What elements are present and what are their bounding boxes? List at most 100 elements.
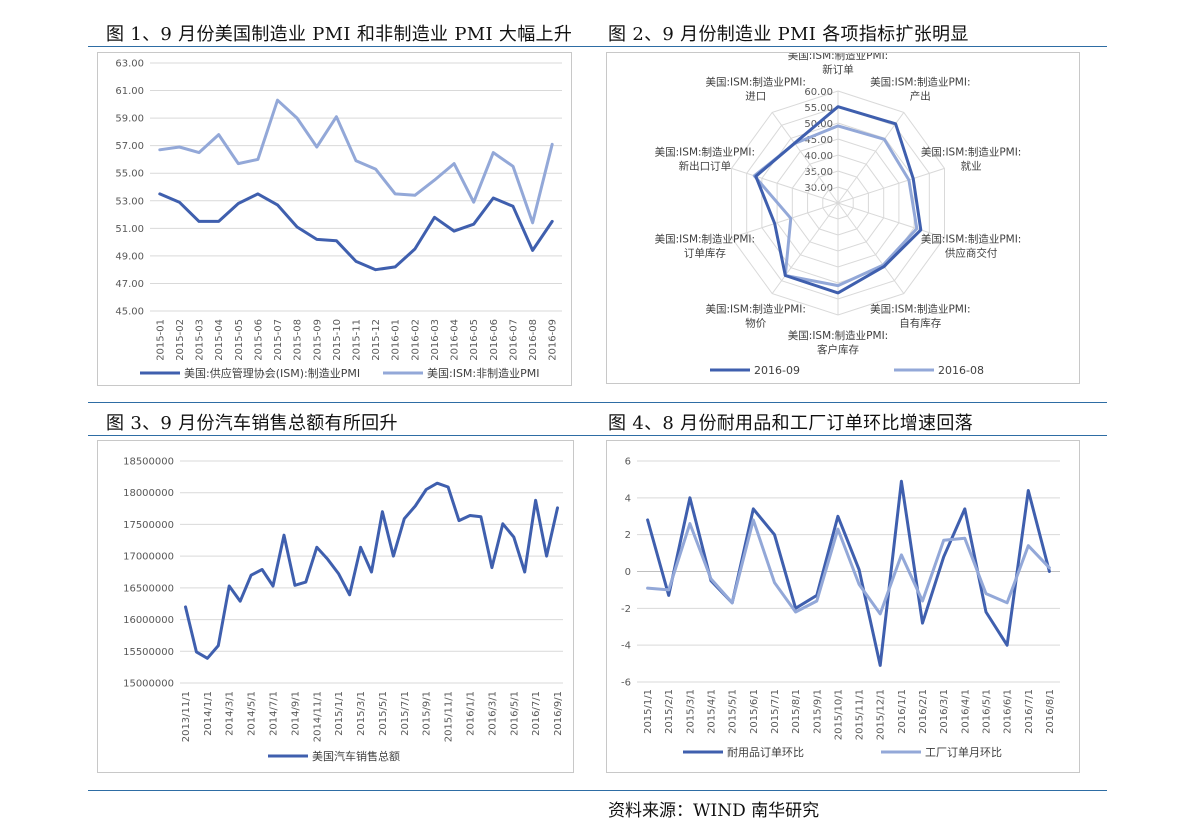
y-tick-label: 15500000 <box>123 647 174 658</box>
x-tick-label: 2016/2/1 <box>918 689 929 734</box>
y-tick-label: 51.00 <box>115 224 144 235</box>
radar-axis-label: 订单库存 <box>684 246 726 259</box>
radar-tick-label: 40.00 <box>804 151 833 162</box>
x-tick-label: 2015/1/1 <box>334 691 345 736</box>
radar-spoke <box>771 202 839 294</box>
radar-axis-label: 美国:ISM:制造业PMI: <box>705 302 805 315</box>
x-tick-label: 2015-02 <box>175 319 186 361</box>
x-tick-label: 2015/5/1 <box>728 689 739 734</box>
radar-axis-label: 美国:ISM:制造业PMI: <box>655 232 755 245</box>
x-tick-label: 2016/1/1 <box>897 689 908 734</box>
x-tick-label: 2014/7/1 <box>269 691 280 736</box>
y-tick-label: 49.00 <box>115 251 144 262</box>
radar-spoke <box>731 167 839 204</box>
y-tick-label: 17500000 <box>123 520 174 531</box>
x-tick-label: 2016/4/1 <box>960 689 971 734</box>
radar-axis-label: 进口 <box>745 91 766 103</box>
title-divider-mid <box>88 435 1107 436</box>
figure-3-title: 图 3、9 月份汽车销售总额有所回升 <box>106 413 398 434</box>
x-tick-label: 2016/7/1 <box>531 691 542 736</box>
x-tick-label: 2015/7/1 <box>400 691 411 736</box>
y-tick-label: 16500000 <box>123 583 174 594</box>
radar-axis-label: 客户库存 <box>817 343 859 356</box>
x-tick-label: 2015-03 <box>195 319 206 361</box>
x-tick-label: 2015-07 <box>273 319 284 361</box>
y-tick-label: -4 <box>621 641 631 652</box>
y-tick-label: 45.00 <box>115 307 144 318</box>
x-tick-label: 2015-09 <box>312 319 323 361</box>
y-tick-label: 63.00 <box>115 59 144 70</box>
figure-4-title: 图 4、8 月份耐用品和工厂订单环比增速回落 <box>608 413 973 434</box>
y-tick-label: 6 <box>625 457 631 468</box>
x-tick-label: 2015-12 <box>371 319 382 361</box>
source-divider <box>88 790 1107 791</box>
x-tick-label: 2015/12/1 <box>876 689 887 740</box>
title-divider-top <box>88 46 1107 47</box>
x-tick-label: 2015-04 <box>214 319 225 361</box>
x-tick-label: 2015/2/1 <box>664 689 675 734</box>
radar-axis-label: 美国:ISM:制造业PMI: <box>705 76 805 89</box>
figure-1-chart: 45.00 47.00 49.00 51.00 53.00 55.00 57.00 59.00… <box>115 59 562 380</box>
figure-1-title: 图 1、9 月份美国制造业 PMI 和非制造业 PMI 大幅上升 <box>106 24 573 45</box>
x-tick-label: 2015/9/1 <box>422 691 433 736</box>
radar-spoke <box>837 167 945 204</box>
x-tick-label: 2016/7/1 <box>1024 689 1035 734</box>
x-tick-label: 2016/1/1 <box>465 691 476 736</box>
radar-spoke <box>771 112 839 204</box>
figure-1-panel: 45.00 47.00 49.00 51.00 53.00 55.00 57.00 59.00… <box>97 52 572 386</box>
figure-2-chart: 30.0035.0040.0045.0050.0055.0060.00美国:IS… <box>655 53 1022 377</box>
radar-spoke <box>837 202 905 294</box>
x-tick-label: 2014/9/1 <box>290 691 301 736</box>
legend-label-2: 2016-08 <box>938 364 984 377</box>
x-tick-label: 2016-07 <box>508 319 519 361</box>
x-tick-label: 2014/3/1 <box>225 691 236 736</box>
x-tick-label: 2015/10/1 <box>833 689 844 740</box>
radar-axis-label: 美国:ISM:制造业PMI: <box>788 329 888 342</box>
source-note: 资料来源：WIND 南华研究 <box>608 801 820 821</box>
series-line-1 <box>158 192 554 272</box>
y-tick-label: 61.00 <box>115 86 144 97</box>
y-tick-label: 2 <box>625 530 631 541</box>
x-tick-label: 2016/9/1 <box>553 691 564 736</box>
x-tick-label: 2015/11/1 <box>855 689 866 740</box>
x-tick-label: 2015/5/1 <box>378 691 389 736</box>
x-tick-label: 2015-05 <box>234 319 245 361</box>
x-tick-label: 2016-09 <box>548 319 559 361</box>
radar-axis-label: 产出 <box>910 90 931 103</box>
x-tick-label: 2015/4/1 <box>707 689 718 734</box>
x-tick-label: 2015/7/1 <box>770 689 781 734</box>
y-tick-label: 57.00 <box>115 141 144 152</box>
y-tick-label: 18000000 <box>123 488 174 499</box>
x-tick-label: 2014/5/1 <box>247 691 258 736</box>
x-tick-label: 2016-08 <box>528 319 539 361</box>
radar-tick-label: 30.00 <box>804 183 833 194</box>
radar-axis-label: 物价 <box>745 316 766 329</box>
radar-axis-label: 美国:ISM:制造业PMI: <box>788 53 888 62</box>
x-tick-label: 2013/11/1 <box>181 691 192 742</box>
x-tick-label: 2015-11 <box>352 319 363 361</box>
x-tick-label: 2016-05 <box>469 319 480 361</box>
x-tick-label: 2015-06 <box>253 319 264 361</box>
x-tick-label: 2016-06 <box>489 319 500 361</box>
x-tick-label: 2015/8/1 <box>791 689 802 734</box>
figure-3-panel: 15000000 15500000 16000000 16500000 17000000… <box>97 440 574 773</box>
x-tick-label: 2016/5/1 <box>981 689 992 734</box>
y-tick-label: 55.00 <box>115 169 144 180</box>
x-tick-label: 2016-02 <box>410 319 421 361</box>
figure-4-panel: -6 -4 -2 0 2 4 6 2015/1/1 2015/2/1 2015/3/1 2015/4… <box>606 440 1080 773</box>
radar-axis-label: 新订单 <box>822 63 854 76</box>
legend-label-1: 美国汽车销售总额 <box>312 749 400 763</box>
legend-label-1: 2016-09 <box>754 364 800 377</box>
radar-spoke <box>731 202 839 239</box>
y-tick-label: 17000000 <box>123 552 174 563</box>
radar-axis-label: 自有库存 <box>899 316 941 329</box>
x-tick-label: 2014/11/1 <box>312 691 323 742</box>
x-tick-label: 2016-01 <box>391 319 402 361</box>
x-tick-label: 2016-03 <box>430 319 441 361</box>
radar-spoke <box>837 202 945 239</box>
x-tick-label: 2015-01 <box>155 319 166 361</box>
figure-2-panel: 30.00 35.00 40.00 45.00 50.00 55.00 60.00 美国:IS… <box>606 52 1080 384</box>
y-tick-label: 47.00 <box>115 279 144 290</box>
x-tick-label: 2015/6/1 <box>749 689 760 734</box>
x-tick-label: 2015/3/1 <box>356 691 367 736</box>
